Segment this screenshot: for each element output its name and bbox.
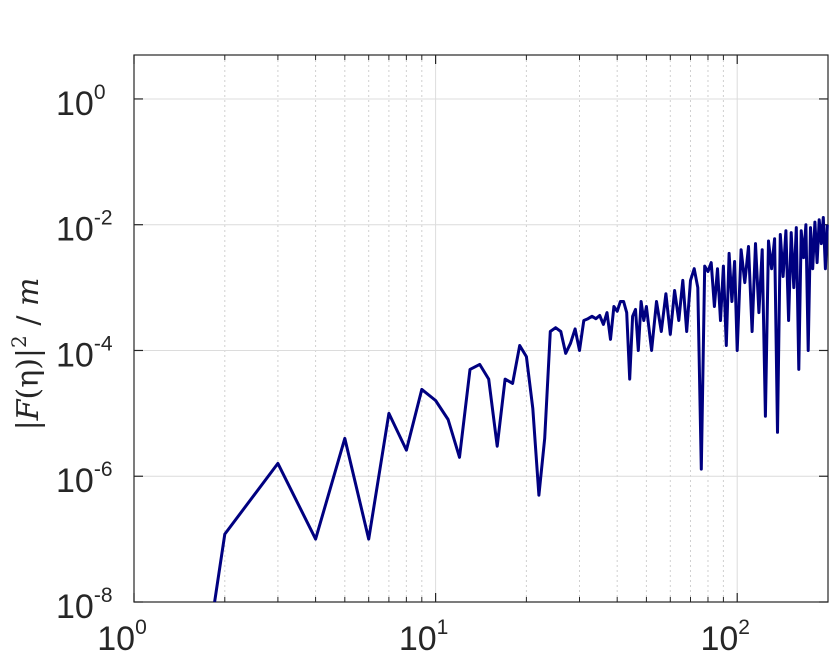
plot-area	[133, 54, 829, 603]
series-line	[213, 216, 829, 603]
x-tick-label: 100	[97, 616, 147, 658]
series-layer	[213, 216, 829, 603]
x-tick-label: 102	[700, 616, 750, 658]
y-axis-label: |F(η)|2 / m	[7, 278, 46, 431]
tick-labels: 100 101 102 10-8 10-6 10-4 10-2 100	[56, 81, 750, 658]
y-tick-label: 10-4	[56, 332, 113, 374]
x-tick-label: 101	[399, 616, 449, 658]
grid	[133, 55, 828, 603]
y-tick-label: 10-8	[56, 584, 113, 626]
tick-marks	[133, 55, 828, 603]
y-tick-label: 100	[56, 81, 106, 123]
y-tick-label: 10-2	[56, 207, 113, 249]
y-tick-label: 10-6	[56, 458, 113, 500]
